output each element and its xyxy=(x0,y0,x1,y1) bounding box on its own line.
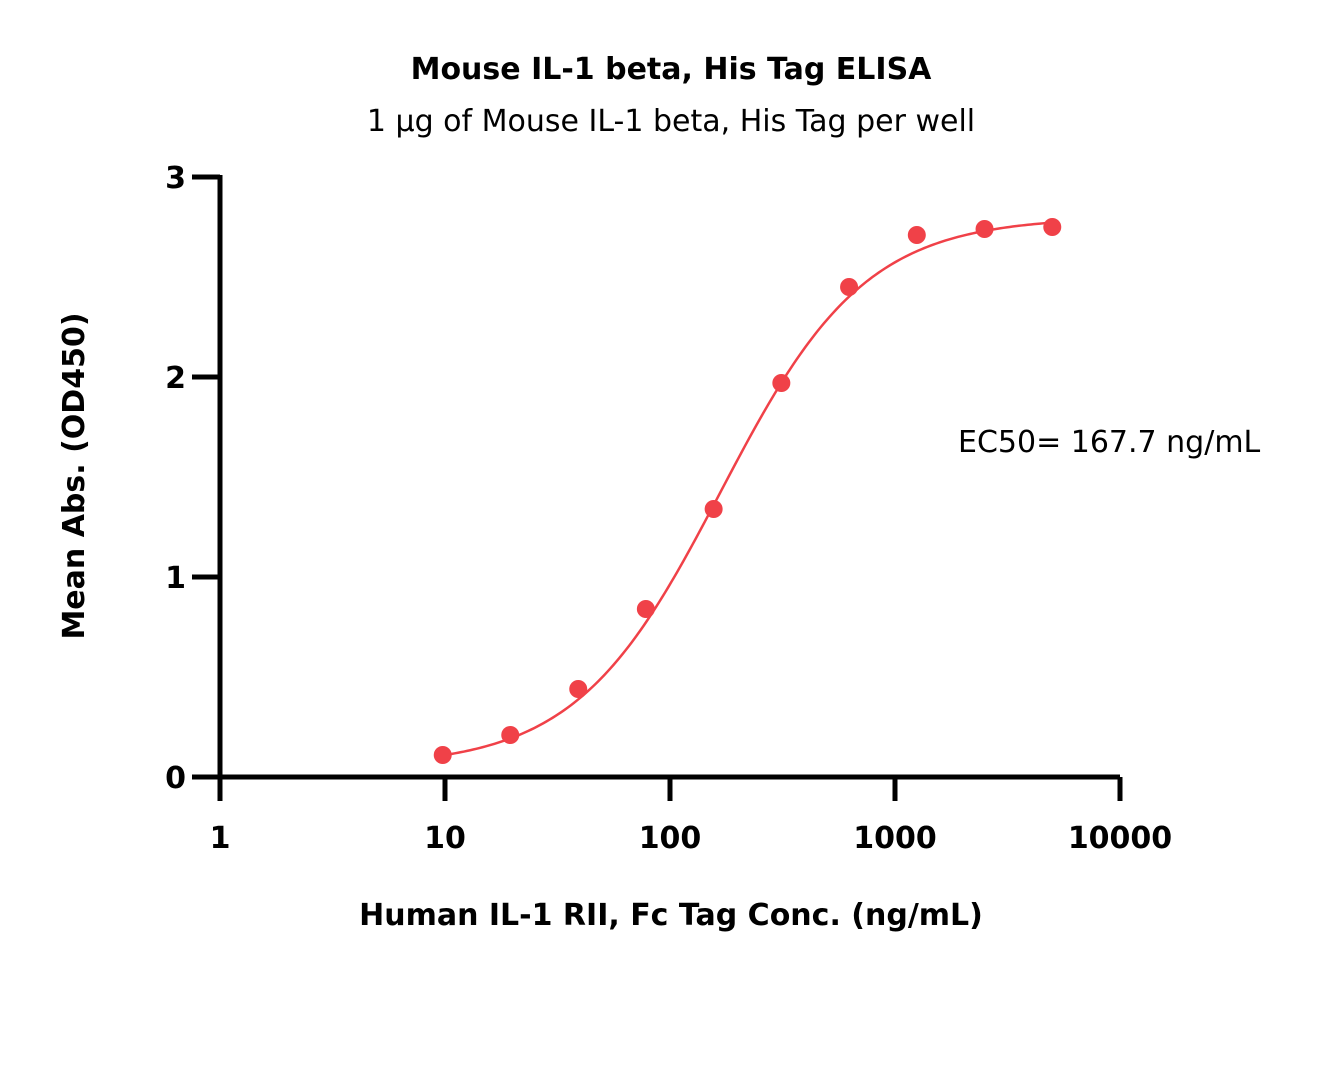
data-point xyxy=(501,726,520,744)
data-point xyxy=(840,278,859,296)
chart-title: Mouse IL-1 beta, His Tag ELISA xyxy=(411,52,933,87)
y-tick-label: 1 xyxy=(165,561,186,596)
data-point xyxy=(433,746,452,764)
data-point xyxy=(569,680,588,698)
fit-curve xyxy=(442,221,1053,757)
data-point xyxy=(636,600,655,618)
y-axis-label: Mean Abs. (OD450) xyxy=(57,312,92,639)
data-point xyxy=(975,220,994,238)
axes xyxy=(217,175,1120,780)
ec50-annotation: EC50= 167.7 ng/mL xyxy=(958,425,1261,460)
y-ticks: 0 1 2 3 xyxy=(165,161,220,796)
x-tick-label: 1 xyxy=(210,821,231,856)
x-tick-label: 100 xyxy=(639,821,702,856)
chart-subtitle: 1 μg of Mouse IL-1 beta, His Tag per wel… xyxy=(367,104,975,139)
x-axis-label: Human IL-1 RII, Fc Tag Conc. (ng/mL) xyxy=(359,898,983,933)
y-tick-label: 3 xyxy=(165,161,186,196)
y-tick-label: 2 xyxy=(165,361,186,396)
x-ticks: 1 10 100 1000 10000 xyxy=(210,777,1172,856)
x-tick-label: 10000 xyxy=(1068,821,1172,856)
data-point xyxy=(704,500,723,518)
x-tick-label: 10 xyxy=(424,821,466,856)
data-point xyxy=(907,226,926,244)
data-point xyxy=(1043,218,1062,236)
data-points xyxy=(433,218,1062,764)
data-point xyxy=(772,374,791,392)
y-tick-label: 0 xyxy=(165,761,186,796)
x-tick-label: 1000 xyxy=(853,821,937,856)
